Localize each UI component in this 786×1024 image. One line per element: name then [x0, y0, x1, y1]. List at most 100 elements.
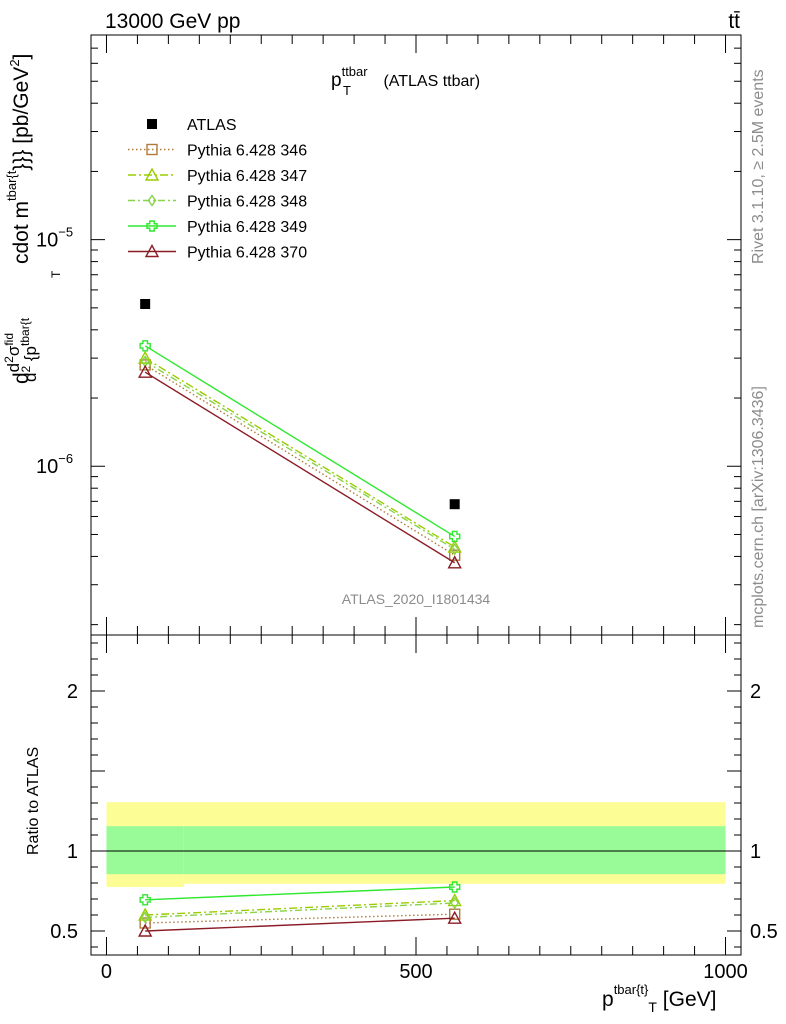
- band-inner-0: [106, 826, 184, 875]
- tick-exponent: −6: [58, 451, 73, 466]
- y-label-sub-T: T: [49, 270, 63, 278]
- series-point-ratio-1-1: [447, 893, 462, 907]
- energy-label: 13000 GeV pp: [105, 10, 240, 33]
- svg-text:d2 {ptbar{t: d2 {ptbar{t: [18, 317, 40, 382]
- svg-text:cdot mtbar{t}}} [pb/GeV2]: cdot mtbar{t}}} [pb/GeV2]: [4, 54, 33, 264]
- series-point-main-3-0: [139, 340, 151, 352]
- series-point-main-4-1: [447, 555, 462, 569]
- y-label-sigma-sup: fid: [2, 333, 16, 346]
- series-point-main-3-1: [448, 530, 461, 543]
- plot-title-p: p: [331, 70, 342, 91]
- y-label-units-close: ]: [10, 54, 33, 60]
- y-label-sigma: σ: [4, 345, 23, 356]
- tick-base: 10: [36, 230, 58, 252]
- main-y-tick-label-0: 10−5: [36, 225, 73, 252]
- series-line-ratio-4: [145, 917, 455, 932]
- rivet-label: Rivet 3.1.10, ≥ 2.5M events: [750, 69, 767, 264]
- series-point-ratio-3-0: [139, 894, 151, 906]
- series-1: [137, 350, 462, 921]
- x-tick-label-1: 500: [399, 961, 432, 983]
- series-line-ratio-2: [145, 902, 455, 919]
- series-line-main-1: [144, 357, 456, 548]
- series-point-ratio-4-0: [137, 923, 153, 937]
- x-label-sup: tbar{t: [614, 982, 645, 997]
- x-tick-label-2: 1000: [703, 961, 748, 983]
- legend-marker-1: [146, 143, 158, 156]
- plot-title-rest: (ATLAS ttbar): [379, 73, 480, 90]
- process-label: tt̄: [728, 10, 740, 33]
- mcplots-label: mcplots.cern.ch [arXiv:1306.3436]: [750, 386, 767, 628]
- y-label-denominator: d: [21, 373, 40, 382]
- ratio-y-tick-label-left-2: 0.5: [50, 921, 78, 943]
- ratio-plot-frame: [90, 634, 742, 956]
- series-point-main-1-1: [447, 539, 462, 553]
- y-label-units-sup: 2: [7, 59, 22, 66]
- series-point-main-2-1: [450, 543, 460, 556]
- legend-label-4: Pythia 6.428 349: [187, 219, 307, 236]
- plot-title: pttbar T (ATLAS ttbar): [331, 64, 480, 98]
- legend-marker-4: [146, 220, 158, 232]
- legend-label-2: Pythia 6.428 347: [187, 168, 307, 185]
- y-label-part2: d: [4, 363, 23, 372]
- legend-entry-1: Pythia 6.428 346: [128, 143, 307, 160]
- series-point-ratio-4-1: [447, 910, 462, 924]
- legend-label-1: Pythia 6.428 346: [187, 143, 307, 160]
- plot-title-sub: T: [343, 83, 351, 98]
- svg-text:dd2σfid: dd2σfid: [2, 333, 33, 384]
- series-line-ratio-1: [145, 899, 455, 916]
- series-3: [139, 340, 461, 906]
- band-inner-1: [183, 826, 726, 875]
- x-label-sup2: }: [644, 982, 649, 997]
- ratio-y-tick-label-right-0: 2: [750, 681, 761, 703]
- series-line-ratio-3: [145, 886, 455, 901]
- tick-base: 10: [36, 456, 58, 478]
- plot-title-sup: ttbar: [342, 64, 369, 79]
- series-line-main-4: [144, 371, 456, 564]
- main-y-axis-label: dd2σfid d2 {ptbar{t T cdot mtbar{t}}} [p…: [2, 54, 63, 384]
- ratio-y-tick-label-right-1: 1: [750, 841, 761, 863]
- legend-entry-2: Pythia 6.428 347: [128, 167, 307, 185]
- x-label-p: p: [602, 988, 614, 1011]
- series-line-main-0: [144, 364, 456, 556]
- legend-label-0: ATLAS: [187, 117, 237, 134]
- ratio-y-tick-label-left-1: 1: [67, 841, 78, 863]
- analysis-watermark: ATLAS_2020_I1801434: [342, 591, 491, 607]
- series-layer: [137, 298, 462, 937]
- series-point-main-0-1: [448, 549, 461, 561]
- y-label-p-sup: tbar{t: [18, 317, 32, 346]
- legend-marker-5: [144, 244, 160, 258]
- series-point-main-4-0: [137, 364, 153, 378]
- y-label-p: {p: [21, 346, 40, 366]
- tick-exponent: −5: [58, 225, 73, 240]
- tick-labels: 10−510−62 21 10.5 0.50 500 1000: [36, 225, 778, 983]
- y-label-units: }}} [pb/GeV: [10, 67, 33, 171]
- legend-entry-5: Pythia 6.428 370: [128, 244, 307, 262]
- series-point-ratio-0-0: [139, 917, 151, 929]
- legend-entry-0: ATLAS: [147, 117, 237, 134]
- axis-ticks: [91, 34, 741, 955]
- data-point-0: [140, 298, 151, 309]
- series-4: [137, 364, 462, 937]
- legend-label-3: Pythia 6.428 348: [187, 194, 307, 211]
- legend-entry-4: Pythia 6.428 349: [128, 219, 307, 236]
- x-label-rest: [GeV]: [657, 988, 717, 1011]
- legend-label-5: Pythia 6.428 370: [187, 245, 307, 262]
- y-label-part1: d: [10, 372, 33, 384]
- x-axis-label: ptbar{t} T [GeV]: [602, 982, 716, 1015]
- series-line-main-3: [144, 345, 456, 538]
- legend-marker-3: [147, 194, 157, 207]
- series-point-ratio-3-1: [448, 881, 461, 893]
- series-point-ratio-2-1: [450, 896, 460, 910]
- x-label-sub: T: [648, 999, 657, 1015]
- y-label-cdot: cdot m: [10, 201, 33, 264]
- ratio-y-tick-label-right-2: 0.5: [750, 921, 778, 943]
- legend-marker-2: [144, 167, 160, 181]
- series-line-main-2: [144, 360, 456, 550]
- ratio-y-axis-label: Ratio to ATLAS: [25, 747, 42, 855]
- ratio-y-tick-label-left-0: 2: [67, 681, 78, 703]
- series-point-ratio-1-0: [137, 907, 153, 921]
- series-0: [139, 359, 461, 929]
- x-tick-label-0: 0: [101, 961, 112, 983]
- legend-marker-0: [147, 119, 157, 129]
